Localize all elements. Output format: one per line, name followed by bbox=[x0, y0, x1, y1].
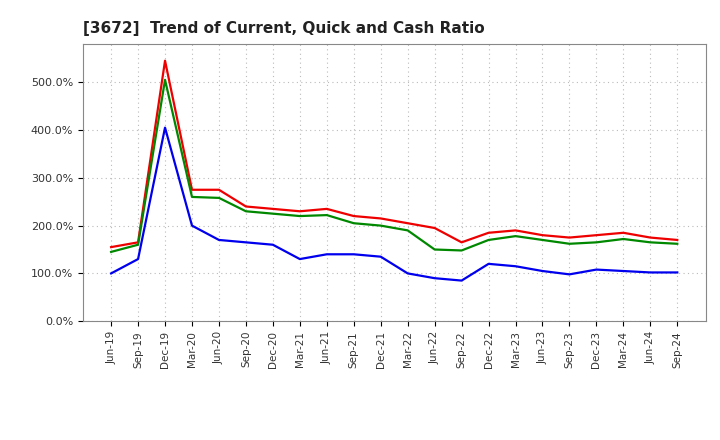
Cash Ratio bbox=[242, 240, 251, 245]
Quick Ratio bbox=[538, 237, 546, 242]
Current Ratio bbox=[215, 187, 223, 192]
Quick Ratio bbox=[323, 213, 331, 218]
Line: Current Ratio: Current Ratio bbox=[111, 61, 678, 247]
Cash Ratio bbox=[403, 271, 412, 276]
Current Ratio bbox=[107, 245, 115, 250]
Quick Ratio bbox=[295, 213, 304, 219]
Cash Ratio bbox=[511, 264, 520, 269]
Line: Cash Ratio: Cash Ratio bbox=[111, 128, 678, 281]
Quick Ratio bbox=[134, 242, 143, 247]
Current Ratio bbox=[323, 206, 331, 212]
Current Ratio bbox=[295, 209, 304, 214]
Quick Ratio bbox=[215, 195, 223, 201]
Quick Ratio bbox=[349, 220, 358, 226]
Current Ratio bbox=[403, 220, 412, 226]
Cash Ratio bbox=[646, 270, 654, 275]
Current Ratio bbox=[457, 240, 466, 245]
Cash Ratio bbox=[431, 275, 439, 281]
Quick Ratio bbox=[619, 236, 628, 242]
Cash Ratio bbox=[349, 252, 358, 257]
Current Ratio bbox=[188, 187, 197, 192]
Current Ratio bbox=[538, 232, 546, 238]
Cash Ratio bbox=[592, 267, 600, 272]
Quick Ratio bbox=[457, 248, 466, 253]
Quick Ratio bbox=[565, 241, 574, 246]
Cash Ratio bbox=[377, 254, 385, 259]
Cash Ratio bbox=[565, 272, 574, 277]
Text: [3672]  Trend of Current, Quick and Cash Ratio: [3672] Trend of Current, Quick and Cash … bbox=[83, 21, 485, 36]
Cash Ratio bbox=[215, 237, 223, 242]
Current Ratio bbox=[134, 240, 143, 245]
Cash Ratio bbox=[485, 261, 493, 267]
Current Ratio bbox=[349, 213, 358, 219]
Quick Ratio bbox=[188, 194, 197, 200]
Current Ratio bbox=[485, 230, 493, 235]
Current Ratio bbox=[377, 216, 385, 221]
Current Ratio bbox=[592, 232, 600, 238]
Quick Ratio bbox=[646, 240, 654, 245]
Current Ratio bbox=[565, 235, 574, 240]
Quick Ratio bbox=[431, 247, 439, 252]
Quick Ratio bbox=[242, 209, 251, 214]
Current Ratio bbox=[269, 206, 277, 212]
Cash Ratio bbox=[188, 223, 197, 228]
Current Ratio bbox=[431, 225, 439, 231]
Quick Ratio bbox=[269, 211, 277, 216]
Line: Quick Ratio: Quick Ratio bbox=[111, 80, 678, 252]
Quick Ratio bbox=[485, 237, 493, 242]
Cash Ratio bbox=[323, 252, 331, 257]
Current Ratio bbox=[619, 230, 628, 235]
Quick Ratio bbox=[403, 228, 412, 233]
Cash Ratio bbox=[673, 270, 682, 275]
Current Ratio bbox=[511, 228, 520, 233]
Quick Ratio bbox=[673, 241, 682, 246]
Cash Ratio bbox=[134, 257, 143, 262]
Current Ratio bbox=[646, 235, 654, 240]
Cash Ratio bbox=[161, 125, 169, 130]
Cash Ratio bbox=[107, 271, 115, 276]
Cash Ratio bbox=[619, 268, 628, 274]
Cash Ratio bbox=[457, 278, 466, 283]
Cash Ratio bbox=[295, 257, 304, 262]
Quick Ratio bbox=[161, 77, 169, 82]
Quick Ratio bbox=[107, 249, 115, 254]
Current Ratio bbox=[673, 237, 682, 242]
Cash Ratio bbox=[538, 268, 546, 274]
Quick Ratio bbox=[377, 223, 385, 228]
Quick Ratio bbox=[511, 234, 520, 239]
Current Ratio bbox=[161, 58, 169, 63]
Quick Ratio bbox=[592, 240, 600, 245]
Current Ratio bbox=[242, 204, 251, 209]
Cash Ratio bbox=[269, 242, 277, 247]
